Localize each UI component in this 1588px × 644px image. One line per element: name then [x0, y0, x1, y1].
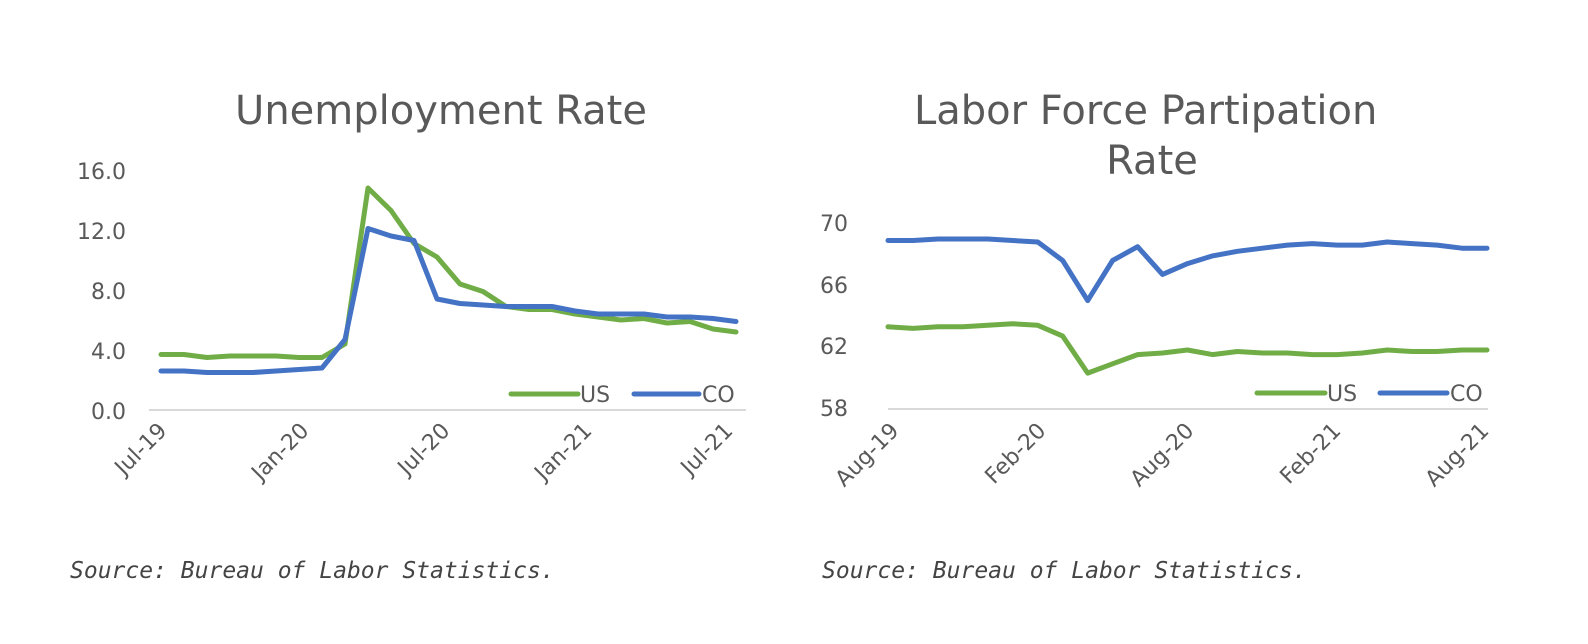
y-tick-label: 0.0 — [91, 400, 126, 425]
y-tick-label: 58 — [820, 397, 848, 422]
x-tick-label: Aug-21 — [1421, 419, 1494, 492]
legend: US CO — [1254, 382, 1483, 407]
chart-title-line-2: Rate — [1106, 138, 1198, 184]
y-tick-label: 16.0 — [77, 160, 126, 185]
x-tick-label: Feb-20 — [981, 419, 1052, 490]
legend: US CO — [508, 383, 735, 408]
x-tick-labels: Jul-19 Jan-20 Jul-20 Jan-21 Jul-21 — [109, 419, 738, 487]
y-tick-label: 12.0 — [77, 220, 126, 245]
x-tick-labels: Aug-19 Feb-20 Aug-20 Feb-21 Aug-21 — [831, 419, 1494, 492]
y-tick-label: 4.0 — [91, 340, 126, 365]
legend-label-co: CO — [1450, 382, 1483, 407]
series-line-co — [885, 236, 1490, 304]
y-tick-label: 62 — [820, 335, 848, 360]
series-line-us — [885, 321, 1490, 376]
chart-title: Unemployment Rate — [235, 88, 647, 134]
legend-label-co: CO — [702, 383, 735, 408]
source-note: Source: Bureau of Labor Statistics. — [822, 558, 1307, 584]
y-tick-labels: 70 66 62 58 — [820, 212, 848, 422]
series-line-co — [158, 226, 739, 375]
y-tick-label: 8.0 — [91, 280, 126, 305]
svg-text:Labor Force Partipation: Labor Force Partipation Rate — [914, 88, 1390, 184]
x-tick-label: Jan-21 — [529, 419, 597, 487]
source-note: Source: Bureau of Labor Statistics. — [70, 558, 555, 584]
labor-force-participation-chart: Labor Force Partipation Rate 70 66 62 58… — [820, 88, 1494, 492]
x-tick-label: Jul-21 — [675, 419, 738, 482]
y-tick-label: 66 — [820, 274, 848, 299]
x-tick-label: Jul-20 — [392, 419, 455, 482]
series-lines — [885, 236, 1490, 376]
y-tick-labels: 16.0 12.0 8.0 4.0 0.0 — [77, 160, 126, 425]
x-tick-label: Feb-21 — [1276, 419, 1347, 490]
legend-label-us: US — [580, 383, 610, 408]
series-line-us — [158, 185, 739, 360]
x-tick-label: Jul-19 — [109, 419, 172, 482]
chart-title-line-1: Labor Force Partipation — [914, 88, 1377, 134]
x-tick-label: Aug-20 — [1126, 419, 1199, 492]
unemployment-rate-chart: Unemployment Rate 16.0 12.0 8.0 4.0 0.0 … — [77, 88, 746, 487]
series-lines — [158, 185, 739, 375]
x-tick-label: Jan-20 — [246, 419, 314, 487]
x-tick-label: Aug-19 — [831, 419, 904, 492]
y-tick-label: 70 — [820, 212, 848, 237]
legend-label-us: US — [1327, 382, 1357, 407]
